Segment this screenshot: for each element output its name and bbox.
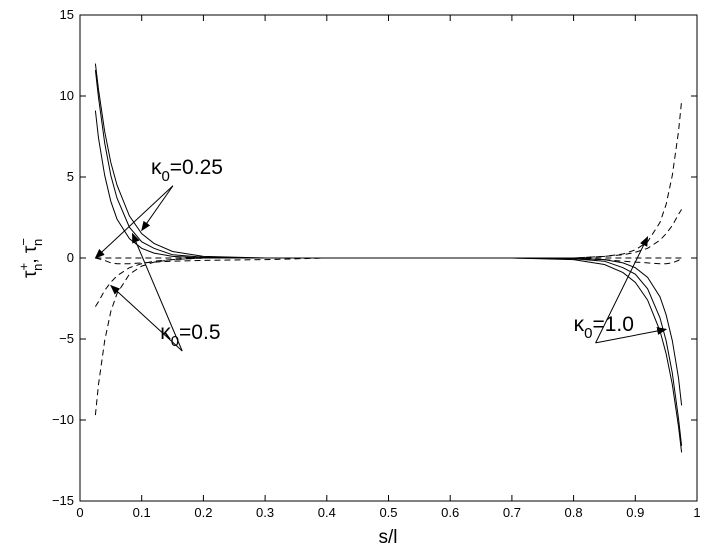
x-axis-label: s/l xyxy=(379,527,398,548)
y-tick-label: −15 xyxy=(52,493,74,508)
y-tick-label: 10 xyxy=(60,88,74,103)
annotation-value: =0.25 xyxy=(170,156,223,179)
annotation-arrow xyxy=(595,236,649,344)
annotation-arrow xyxy=(595,327,668,344)
annotation-label-2: κ0=0.5 xyxy=(160,321,220,350)
x-tick-label: 0.2 xyxy=(194,505,212,520)
axis-ticks: 0 0.1 0.2 0.3 0.4 0.5 0.6 0.7 0.8 0.9 1 15 10 5 0 −5 −10… xyxy=(52,7,701,520)
y-label-subscript: n xyxy=(30,264,45,271)
annotation-label-1: κ0=0.25 xyxy=(151,156,223,185)
x-tick-label: 1 xyxy=(693,505,700,520)
annotation-arrow xyxy=(131,232,183,352)
annotation-arrow xyxy=(94,185,174,259)
y-tick-label: 5 xyxy=(67,169,74,184)
x-tick-label: 0.3 xyxy=(256,505,274,520)
y-label-separator: , xyxy=(20,253,41,264)
x-tick-label: 0.7 xyxy=(503,505,521,520)
annotation-subscript: 0 xyxy=(584,325,592,342)
annotation-symbol: κ xyxy=(160,321,171,344)
annotation-symbol: κ xyxy=(151,156,162,179)
annotation-subscript: 0 xyxy=(161,168,169,185)
series-layer xyxy=(94,63,683,453)
annotation-value: =1.0 xyxy=(592,313,633,336)
series-line-7 xyxy=(95,257,682,265)
y-label-superscript: − xyxy=(16,238,31,246)
annotation-value: =0.5 xyxy=(179,321,220,344)
y-label-superscript: + xyxy=(16,263,31,271)
y-label-subscript: n xyxy=(30,239,45,246)
x-tick-label: 0.6 xyxy=(441,505,459,520)
annotation-symbol: κ xyxy=(574,313,585,336)
x-tick-label: 0 xyxy=(76,505,83,520)
x-tick-label: 0.9 xyxy=(626,505,644,520)
y-tick-label: −10 xyxy=(52,412,74,427)
y-axis-label: τ+n​, τ−n​ xyxy=(16,238,45,278)
y-tick-label: 15 xyxy=(60,7,74,22)
y-label-symbol: τ xyxy=(20,245,41,253)
annotation-arrow xyxy=(110,284,183,352)
annotation-subscript: 0 xyxy=(171,333,179,350)
x-tick-label: 0.8 xyxy=(565,505,583,520)
x-tick-label: 0.4 xyxy=(318,505,336,520)
y-tick-label: −5 xyxy=(59,331,74,346)
annotation-label-3: κ0=1.0 xyxy=(574,313,634,342)
y-label-symbol: τ xyxy=(20,270,41,278)
annotation-arrow xyxy=(141,185,174,232)
y-tick-label: 0 xyxy=(67,250,74,265)
x-tick-label: 0.1 xyxy=(133,505,151,520)
x-tick-label: 0.5 xyxy=(379,505,397,520)
